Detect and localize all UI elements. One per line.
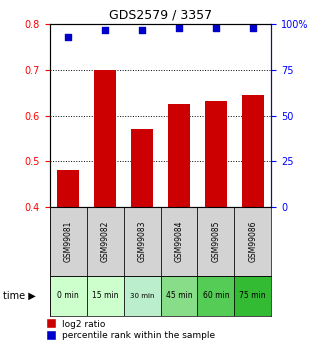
Point	[213, 25, 218, 31]
Text: 30 min: 30 min	[130, 293, 154, 299]
Bar	[205, 101, 227, 207]
Bar	[50, 276, 87, 316]
Text: GSM99085: GSM99085	[211, 221, 221, 262]
Text: GSM99083: GSM99083	[137, 221, 147, 262]
Bar	[197, 207, 234, 276]
Bar	[234, 207, 271, 276]
Point	[250, 25, 256, 31]
Text: 15 min: 15 min	[92, 291, 118, 300]
Bar	[124, 276, 160, 316]
Bar	[87, 276, 124, 316]
Text: GSM99086: GSM99086	[248, 221, 257, 262]
Text: 75 min: 75 min	[239, 291, 266, 300]
Bar	[87, 207, 124, 276]
Point	[177, 25, 182, 31]
Bar	[160, 207, 197, 276]
Bar	[50, 207, 87, 276]
Bar	[234, 276, 271, 316]
Bar	[131, 129, 153, 207]
Bar	[124, 207, 160, 276]
Text: time ▶: time ▶	[3, 291, 36, 301]
Text: 45 min: 45 min	[166, 291, 192, 300]
Legend: log2 ratio, percentile rank within the sample: log2 ratio, percentile rank within the s…	[48, 320, 215, 341]
Bar	[168, 104, 190, 207]
Bar	[242, 95, 264, 207]
Text: GSM99082: GSM99082	[100, 221, 110, 262]
Text: 0 min: 0 min	[57, 291, 79, 300]
Point	[102, 27, 108, 32]
Point	[66, 34, 71, 40]
Bar	[57, 170, 79, 207]
Title: GDS2579 / 3357: GDS2579 / 3357	[109, 9, 212, 22]
Point	[140, 27, 145, 32]
Text: GSM99081: GSM99081	[64, 221, 73, 262]
Bar	[94, 70, 116, 207]
Bar	[160, 276, 197, 316]
Text: GSM99084: GSM99084	[174, 221, 184, 262]
Bar	[197, 276, 234, 316]
Text: 60 min: 60 min	[203, 291, 229, 300]
